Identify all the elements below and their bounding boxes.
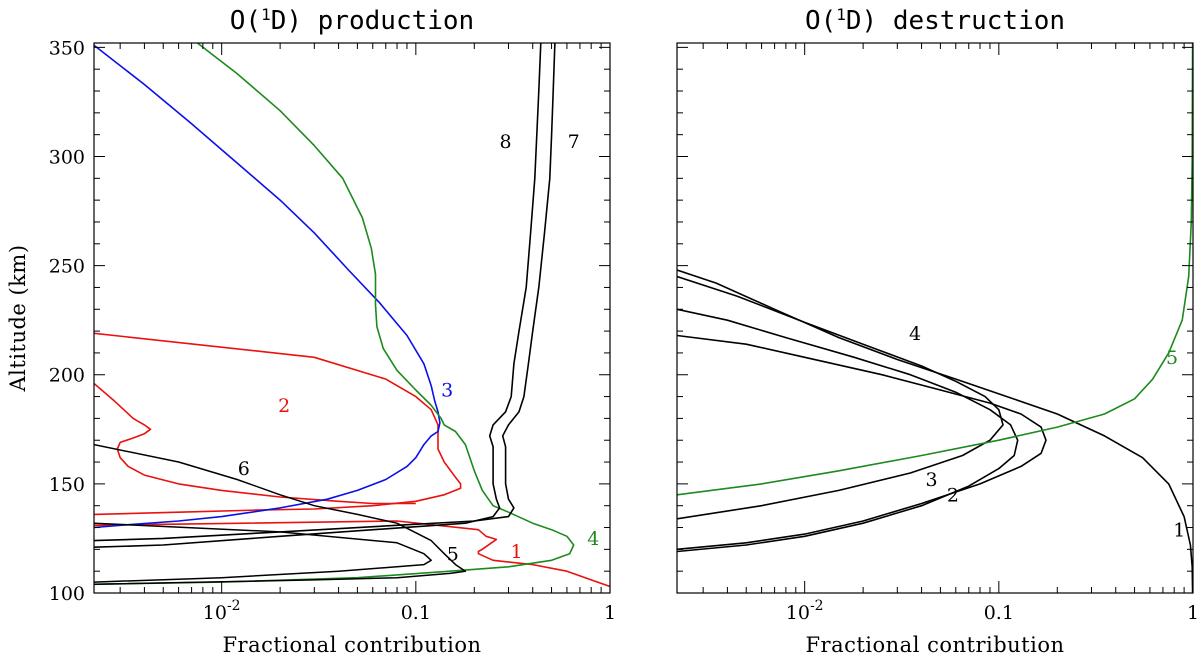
production-x-tick-label: 10-2: [203, 598, 241, 624]
destruction-y-axis: [677, 46, 1193, 594]
production-series-3-line: [94, 44, 441, 529]
destruction-series-2-line: [677, 334, 1047, 551]
destruction-x-tick-label: 1: [1187, 602, 1199, 624]
production-series-2-line: [94, 332, 462, 516]
production-y-tick-label: 200: [49, 365, 85, 387]
production-series-4-label: 4: [587, 528, 599, 550]
production-series-8-label: 8: [500, 131, 512, 153]
production-y-axis: 100 150 200 250 300 350: [49, 37, 610, 605]
production-panel-x-axis-label: Fractional contribution: [222, 633, 481, 657]
production-series-7-line: [94, 43, 556, 542]
destruction-series-5-line: [677, 43, 1193, 496]
destruction-series-3-label: 3: [925, 469, 937, 491]
destruction-series-3-line: [677, 308, 1019, 553]
destruction-x-axis: 10-2 0.1 1: [702, 43, 1199, 624]
destruction-panel: O(1D) destruction Fractional contributio…: [676, 5, 1199, 657]
production-series-7-label: 7: [568, 131, 580, 153]
production-y-tick-label: 300: [49, 146, 85, 168]
production-y-tick-label: 150: [49, 474, 85, 496]
destruction-panel-title: O(1D) destruction: [805, 5, 1065, 36]
production-series-4-line: [94, 43, 575, 586]
production-series-6-line: [94, 443, 467, 586]
production-series-6-label: 6: [238, 458, 250, 480]
production-x-tick-label: 0.1: [401, 602, 431, 624]
production-panel: O(1D) production Altitude (km) Fractiona…: [6, 5, 616, 657]
destruction-series-4-line: [677, 275, 1004, 520]
production-x-axis: 10-2 0.1 1: [119, 43, 616, 624]
production-panel-plot-area: 1 2 3 4 5 6 7 8 100 150 200 250 300 350 10-2 0.1 1: [49, 37, 616, 624]
production-axes-frame: [93, 42, 611, 594]
production-y-tick-label: 250: [49, 256, 85, 278]
destruction-series-5-label: 5: [1166, 347, 1178, 369]
production-panel-y-axis-label: Altitude (km): [6, 244, 30, 392]
production-series-3-label: 3: [441, 380, 453, 402]
destruction-axes-frame: [676, 42, 1194, 594]
production-y-tick-label: 100: [49, 583, 85, 605]
production-y-tick-label: 350: [49, 37, 85, 59]
destruction-x-tick-label: 10-2: [786, 598, 824, 624]
destruction-panel-x-axis-label: Fractional contribution: [805, 633, 1064, 657]
production-series-2-label: 2: [278, 395, 290, 417]
production-series-1-line: [94, 520, 610, 588]
production-series-1-label: 1: [510, 541, 522, 563]
destruction-x-tick-label: 0.1: [984, 602, 1014, 624]
destruction-series-1-label: 1: [1173, 519, 1185, 541]
production-series-8-line: [94, 43, 542, 548]
production-x-tick-label: 1: [604, 602, 616, 624]
production-series-5-label: 5: [447, 543, 459, 565]
production-series-5-line: [94, 522, 432, 583]
destruction-series-4-label: 4: [909, 323, 921, 345]
destruction-series-2-label: 2: [947, 484, 959, 506]
production-panel-title: O(1D) production: [230, 5, 474, 36]
